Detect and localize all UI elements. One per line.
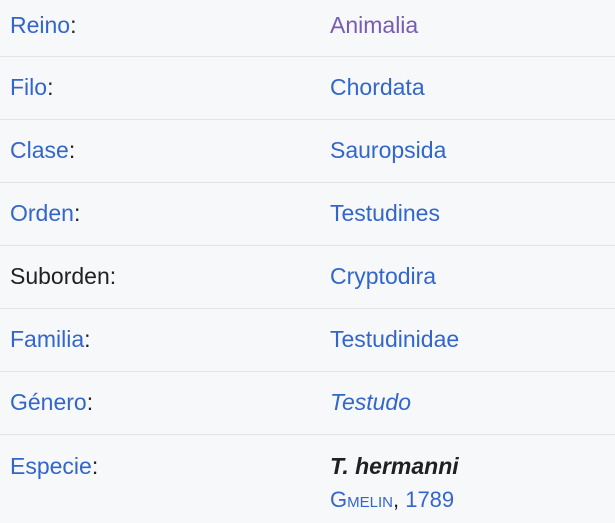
row-label-cell: Familia: (10, 323, 330, 356)
label-colon: : (91, 453, 99, 479)
table-row-clase: Clase: Sauropsida (0, 119, 615, 182)
table-row-filo: Filo: Chordata (0, 56, 615, 119)
row-value-cell: Chordata (330, 71, 605, 104)
chordata-link[interactable]: Chordata (330, 74, 425, 100)
orden-link[interactable]: Orden (10, 200, 74, 226)
authority-separator: , (392, 487, 406, 512)
familia-link[interactable]: Familia (10, 326, 85, 352)
label-colon: : (84, 326, 91, 352)
row-value-cell: Testudo (330, 386, 605, 419)
row-label-cell: Suborden: (10, 260, 330, 293)
testudinidae-link[interactable]: Testudinidae (330, 326, 460, 352)
label-colon: : (73, 200, 81, 226)
row-label-cell: Filo: (10, 71, 330, 104)
species-binomial: T. hermanni (330, 453, 459, 479)
label-colon: : (47, 74, 54, 100)
row-label-cell: Reino: (10, 9, 330, 42)
animalia-link[interactable]: Animalia (330, 12, 419, 38)
row-label-cell: Orden: (10, 197, 330, 230)
label-colon: : (109, 263, 117, 289)
row-value-cell: Cryptodira (330, 260, 605, 293)
suborden-label: Suborden (10, 263, 110, 289)
table-row-genero: Género: Testudo (0, 371, 615, 434)
label-colon: : (86, 389, 94, 415)
row-value-cell: Testudinidae (330, 323, 605, 356)
table-row-suborden: Suborden: Cryptodira (0, 245, 615, 308)
row-value-cell: Testudines (330, 197, 605, 230)
year-link[interactable]: 1789 (405, 487, 455, 512)
gmelin-link[interactable]: Gmelin (330, 487, 393, 512)
table-row-orden: Orden: Testudines (0, 182, 615, 245)
species-authority: Gmelin, 1789 (330, 483, 605, 516)
row-label-cell: Clase: (10, 134, 330, 167)
table-row-reino: Reino: Animalia (0, 0, 615, 56)
filo-link[interactable]: Filo (10, 74, 48, 100)
label-colon: : (70, 12, 77, 38)
cryptodira-link[interactable]: Cryptodira (330, 263, 437, 289)
row-value-cell: Sauropsida (330, 134, 605, 167)
clase-link[interactable]: Clase (10, 137, 69, 163)
row-value-cell: Animalia (330, 9, 605, 42)
label-colon: : (68, 137, 76, 163)
row-label-cell: Especie: (10, 450, 330, 483)
genero-link[interactable]: Género (10, 389, 87, 415)
especie-link[interactable]: Especie (10, 453, 92, 479)
row-label-cell: Género: (10, 386, 330, 419)
testudo-link[interactable]: Testudo (330, 389, 411, 415)
table-row-especie: Especie: T. hermanni Gmelin, 1789 (0, 434, 615, 523)
testudines-link[interactable]: Testudines (330, 200, 440, 226)
row-value-cell: T. hermanni Gmelin, 1789 (330, 450, 605, 516)
sauropsida-link[interactable]: Sauropsida (330, 137, 447, 163)
table-row-familia: Familia: Testudinidae (0, 308, 615, 371)
reino-link[interactable]: Reino (10, 12, 71, 38)
